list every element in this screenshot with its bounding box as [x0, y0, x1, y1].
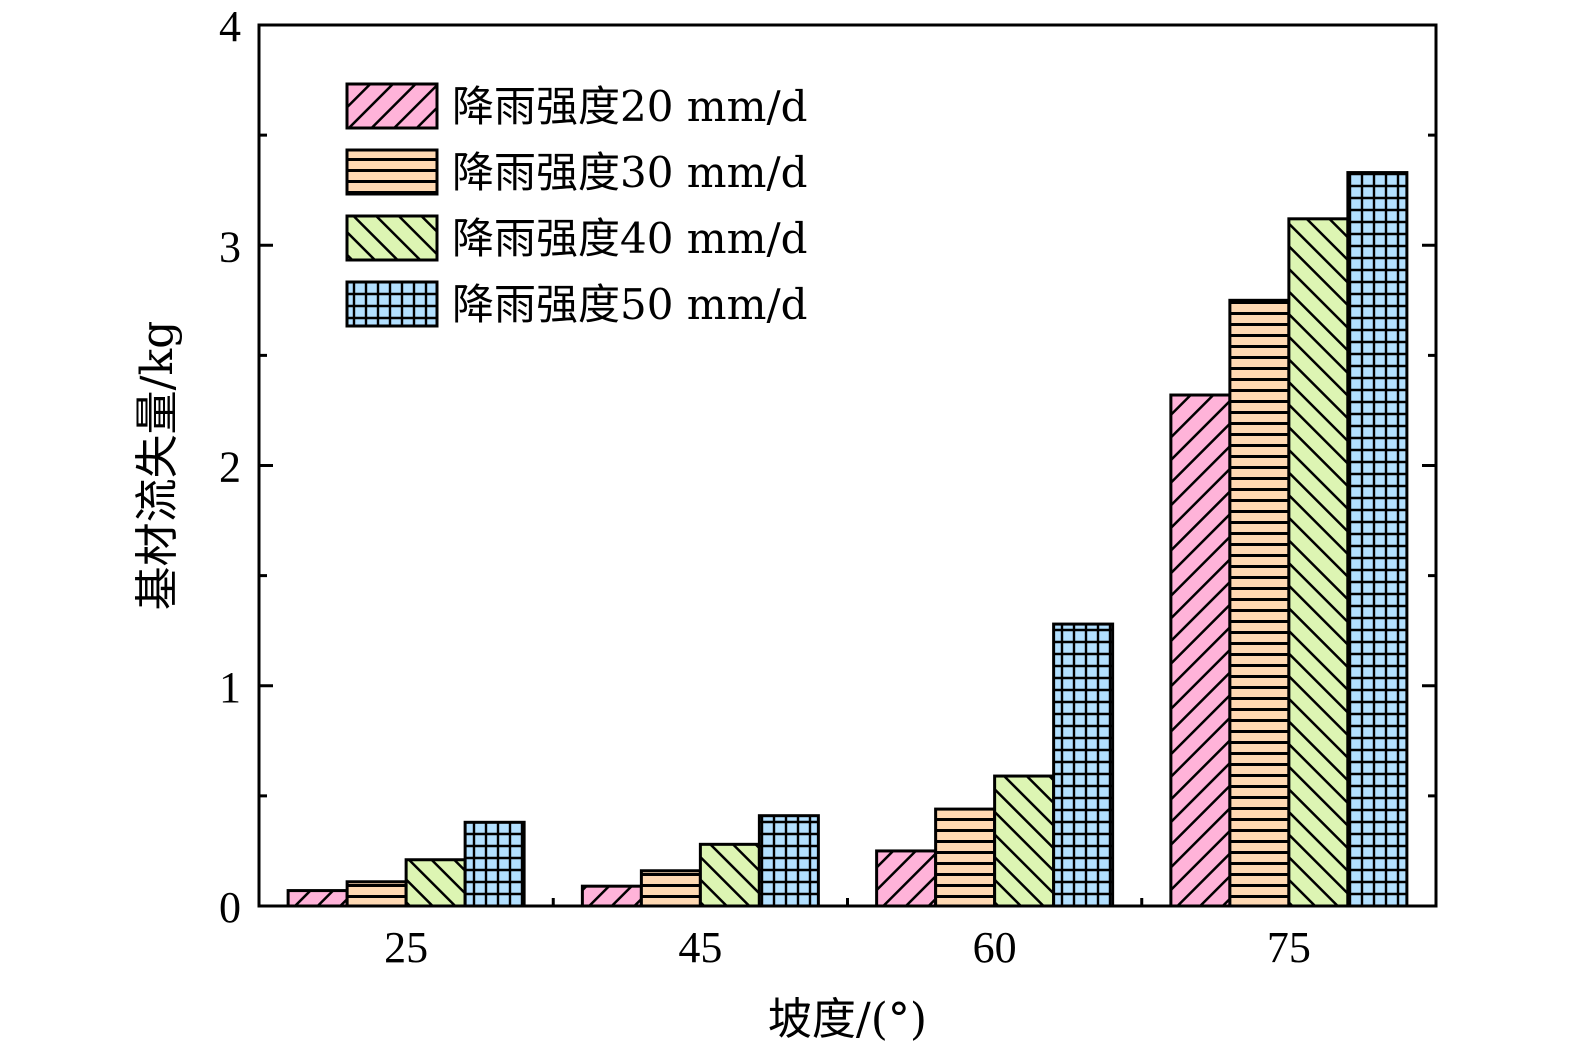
bar-series-1-45: [580, 884, 643, 908]
y-axis-title: 基材流失量/kg: [132, 321, 183, 611]
bar-series-2-45: [639, 869, 702, 908]
legend-swatch: [345, 214, 439, 262]
x-tick-label: 45: [678, 923, 722, 972]
y-tick-label: 0: [219, 883, 241, 932]
x-tick-label: 25: [384, 923, 428, 972]
x-axis-title: 坡度/(°): [768, 994, 927, 1045]
legend-swatch: [345, 148, 439, 196]
bar-series-3-60: [993, 774, 1056, 908]
legend-label: 降雨强度50 mm/d: [452, 280, 807, 329]
bar-series-4-60: [1052, 622, 1115, 908]
bar-series-1-75: [1169, 393, 1232, 908]
bar-series-3-45: [698, 842, 761, 908]
bar-series-1-25: [286, 889, 349, 908]
legend-label: 降雨强度20 mm/d: [452, 82, 807, 131]
x-axis: 25 45 60 75: [384, 898, 1311, 972]
bar-series-4-45: [757, 814, 820, 908]
y-tick-label: 1: [219, 663, 241, 712]
y-axis: 0 1 2 3 4: [219, 2, 1436, 932]
legend-swatch: [345, 280, 439, 328]
bar-series-4-75: [1346, 171, 1409, 908]
x-tick-label: 75: [1267, 923, 1311, 972]
bar-series-3-25: [404, 858, 467, 908]
legend-swatch: [345, 82, 439, 130]
legend-label: 降雨强度30 mm/d: [452, 148, 807, 197]
y-tick-label: 3: [219, 222, 241, 271]
y-tick-label: 2: [219, 443, 241, 492]
bar-series-2-60: [934, 807, 997, 908]
bar-series-3-75: [1287, 217, 1350, 908]
bar-series-2-75: [1228, 298, 1291, 908]
bars-group: [286, 171, 1409, 908]
bar-series-1-60: [875, 849, 938, 908]
legend-label: 降雨强度40 mm/d: [452, 214, 807, 263]
bar-series-2-25: [345, 880, 408, 908]
legend: 降雨强度20 mm/d 降雨强度30 mm/d 降雨强度40 mm/d 降雨强度50 …: [345, 82, 807, 329]
x-tick-label: 60: [973, 923, 1017, 972]
y-tick-label: 4: [219, 2, 241, 51]
bar-series-4-25: [463, 820, 526, 908]
